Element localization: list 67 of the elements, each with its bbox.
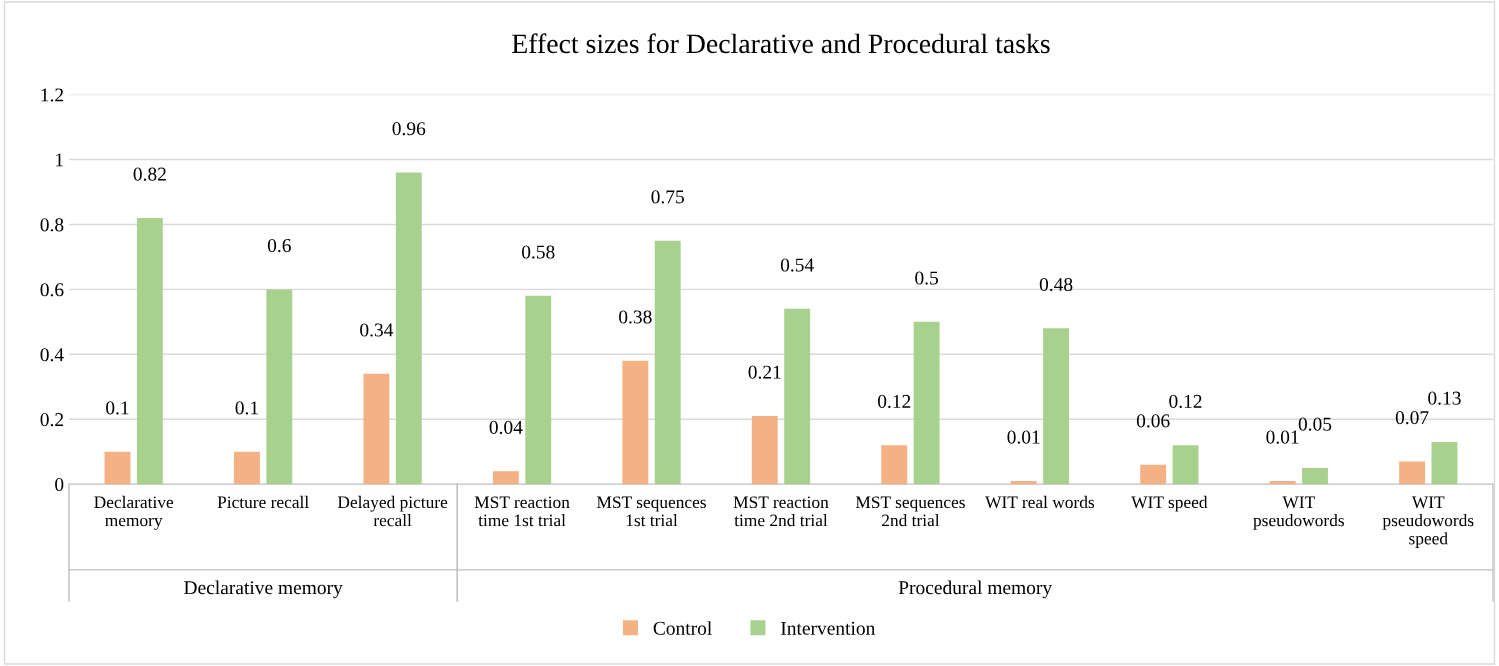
data-label: 0.82 [133, 167, 166, 181]
data-label: 0.75 [651, 190, 684, 204]
data-label: 0.05 [1298, 417, 1332, 431]
data-label: 0.1 [235, 401, 258, 415]
x-tick-label: MST reaction time 2nd trial [733, 496, 829, 527]
data-label: 0.1 [106, 401, 129, 415]
x-tick-label: Declarative memory [94, 495, 174, 530]
bar [1010, 480, 1037, 485]
y-tick-label: 0.6 [40, 283, 64, 297]
data-label: 0.13 [1428, 391, 1461, 405]
bar [1269, 480, 1296, 485]
data-label: 0.06 [1136, 414, 1170, 428]
bar [363, 373, 390, 485]
data-label: 0.01 [1266, 430, 1299, 444]
bar [1399, 461, 1426, 485]
legend-label: Intervention [781, 621, 876, 635]
chart-title: Effect sizes for Declarative and Procedural tasks [512, 33, 1050, 54]
data-label: 0.58 [521, 245, 555, 259]
x-tick-label: WIT pseudowords [1253, 496, 1344, 530]
x-tick-label: MST sequences 2nd trial [855, 496, 965, 527]
x-tick-label: WIT real words [985, 495, 1095, 509]
bar [913, 321, 940, 485]
bar [1140, 464, 1167, 485]
bar [881, 445, 908, 485]
data-label: 0.5 [915, 271, 939, 285]
bar [525, 295, 552, 485]
data-label: 0.12 [877, 394, 911, 409]
bar [1043, 328, 1070, 485]
data-label: 0.96 [392, 122, 426, 136]
x-tick-label: WIT speed [1131, 495, 1208, 512]
x-tick-label: Delayed picture recall [337, 495, 448, 527]
bar [234, 451, 260, 485]
bar [1302, 467, 1328, 485]
text: Procedural memory [898, 580, 1053, 599]
y-tick-label: 0.8 [40, 218, 64, 232]
data-label: 0.07 [1395, 411, 1429, 425]
text: Declarative memory [184, 580, 343, 599]
bar [104, 451, 131, 485]
x-tick-label: MST reaction time 1st trial [474, 496, 570, 527]
y-tick-label: 1.2 [41, 88, 64, 102]
bar [395, 172, 422, 485]
y-tick-label: 0.2 [40, 413, 64, 427]
data-label: 0.38 [619, 310, 652, 324]
data-label: 0.48 [1039, 277, 1073, 292]
bar [1431, 441, 1458, 485]
data-label: 0.21 [748, 365, 781, 379]
bar [622, 360, 649, 485]
bar [266, 289, 293, 485]
bar [136, 217, 163, 485]
data-label: 0.6 [267, 238, 291, 253]
x-tick-label: Picture recall [217, 495, 309, 509]
data-label: 0.54 [780, 258, 814, 272]
data-label: 0.34 [360, 323, 394, 337]
data-label: 0.01 [1007, 430, 1040, 444]
x-tick-label: MST sequences 1st trial [596, 496, 706, 527]
bar [492, 471, 519, 485]
bar [654, 240, 681, 485]
legend-label: Control [653, 621, 712, 635]
y-tick-label: 0 [55, 478, 64, 492]
x-tick-label: WIT pseudowords speed [1382, 496, 1474, 548]
bar [784, 308, 811, 485]
data-label: 0.12 [1169, 394, 1202, 409]
data-label: 0.04 [489, 420, 523, 434]
bar [1172, 445, 1199, 485]
y-tick-label: 0.4 [40, 348, 64, 362]
bar [751, 416, 778, 485]
y-tick-label: 1 [56, 153, 63, 167]
